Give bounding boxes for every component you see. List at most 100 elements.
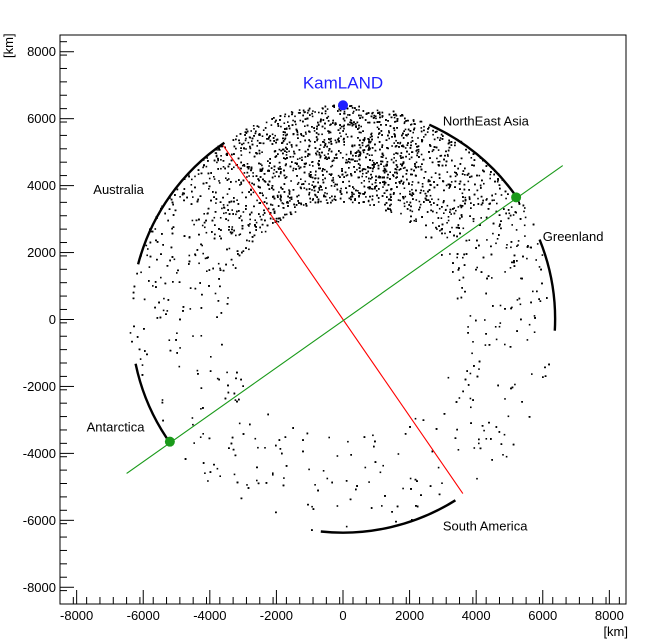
scatter-point	[331, 160, 334, 163]
scatter-point	[163, 297, 165, 300]
scatter-point	[294, 120, 296, 123]
scatter-point	[352, 186, 354, 188]
scatter-point	[296, 158, 299, 160]
scatter-point	[487, 275, 490, 277]
scatter-point	[454, 175, 457, 178]
scatter-point	[206, 212, 209, 215]
scatter-point	[220, 237, 222, 240]
scatter-point	[248, 240, 251, 242]
scatter-point	[296, 133, 299, 136]
scatter-point	[232, 264, 234, 266]
scatter-point	[369, 136, 372, 139]
scatter-point	[471, 352, 473, 355]
scatter-point	[343, 112, 346, 115]
scatter-point	[511, 386, 514, 389]
scatter-point	[288, 192, 291, 194]
scatter-point	[248, 151, 251, 154]
scatter-point	[472, 218, 475, 220]
scatter-point	[435, 211, 438, 214]
scatter-point	[457, 167, 459, 170]
scatter-point	[286, 201, 288, 204]
scatter-point	[230, 442, 233, 445]
scatter-point	[425, 199, 428, 201]
scatter-point	[432, 210, 434, 213]
scatter-point	[315, 170, 317, 173]
scatter-point	[461, 173, 464, 175]
scatter-point	[240, 167, 242, 170]
scatter-point	[417, 181, 420, 184]
scatter-point	[288, 125, 290, 127]
scatter-point	[520, 277, 522, 280]
scatter-point	[249, 218, 251, 221]
scatter-point	[188, 263, 190, 265]
scatter-point	[234, 399, 237, 401]
scatter-point	[438, 225, 440, 227]
scatter-point	[237, 253, 239, 255]
scatter-point	[324, 110, 327, 112]
scatter-point	[330, 173, 333, 175]
scatter-point	[183, 192, 185, 195]
scatter-point	[167, 299, 170, 301]
scatter-point	[285, 146, 287, 149]
scatter-point	[374, 115, 377, 117]
scatter-point	[431, 450, 434, 453]
scatter-point	[237, 157, 240, 160]
scatter-point	[208, 177, 211, 180]
scatter-point	[277, 196, 279, 198]
scatter-point	[427, 180, 430, 183]
scatter-point	[210, 172, 212, 174]
scatter-point	[390, 199, 392, 201]
scatter-point	[357, 137, 359, 139]
scatter-point	[393, 192, 395, 194]
scatter-point	[173, 258, 176, 261]
scatter-point	[297, 112, 300, 114]
scatter-point	[155, 286, 157, 288]
scatter-point	[220, 159, 222, 161]
scatter-point	[415, 189, 417, 192]
scatter-point	[422, 190, 425, 192]
scatter-point	[355, 488, 357, 491]
scatter-point	[485, 333, 487, 335]
scatter-point	[306, 124, 309, 127]
scatter-point	[233, 166, 235, 169]
scatter-point	[282, 140, 285, 142]
scatter-point	[232, 448, 235, 451]
scatter-point	[246, 176, 248, 178]
scatter-point	[199, 436, 202, 438]
scatter-point	[279, 448, 282, 450]
scatter-point	[423, 129, 425, 132]
scatter-point	[254, 132, 257, 135]
scatter-point	[227, 391, 230, 394]
scatter-point	[448, 187, 450, 189]
scatter-point	[403, 130, 405, 132]
scatter-point	[273, 212, 276, 214]
scatter-point	[411, 184, 413, 186]
scatter-point	[413, 127, 416, 129]
scatter-point	[384, 168, 387, 171]
scatter-point	[358, 158, 361, 161]
scatter-point	[470, 175, 473, 178]
scatter-point	[273, 150, 276, 153]
scatter-point	[295, 168, 297, 170]
scatter-point	[436, 130, 438, 133]
scatter-point	[358, 109, 360, 111]
scatter-point	[283, 122, 286, 124]
scatter-point	[315, 153, 318, 156]
scatter-point	[200, 172, 203, 175]
scatter-point	[480, 271, 483, 273]
scatter-point	[294, 162, 297, 164]
scatter-point	[282, 207, 284, 209]
scatter-point	[346, 107, 349, 110]
scatter-point	[200, 408, 202, 410]
scatter-point	[334, 199, 337, 201]
scatter-point	[261, 223, 264, 226]
scatter-point	[181, 193, 184, 196]
scatter-point	[518, 203, 521, 205]
scatter-point	[156, 317, 159, 319]
scatter-point	[475, 319, 477, 322]
scatter-point	[338, 137, 340, 139]
scatter-point	[306, 112, 309, 114]
scatter-point	[179, 347, 181, 349]
scatter-point	[248, 175, 250, 177]
scatter-point	[348, 114, 351, 116]
